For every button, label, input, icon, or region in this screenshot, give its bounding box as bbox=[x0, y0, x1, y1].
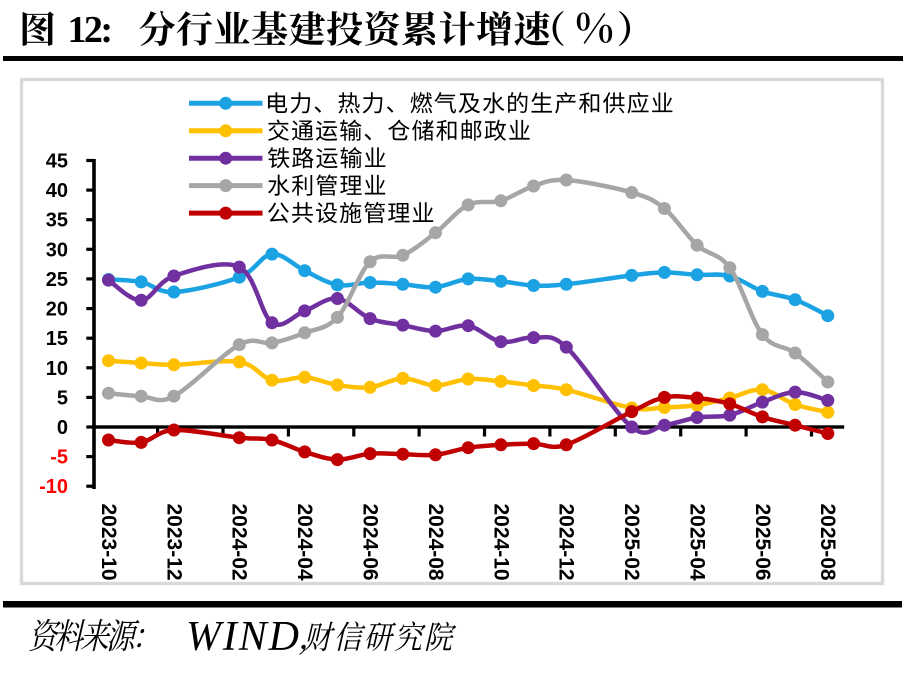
svg-text:2025-06: 2025-06 bbox=[751, 504, 774, 581]
svg-text:12:: 12: bbox=[68, 9, 114, 51]
svg-text:15: 15 bbox=[46, 328, 68, 350]
svg-text:2024-08: 2024-08 bbox=[424, 504, 447, 581]
svg-text:2024-12: 2024-12 bbox=[555, 504, 578, 581]
svg-text:2025-08: 2025-08 bbox=[816, 504, 839, 581]
svg-text:20: 20 bbox=[46, 299, 68, 321]
svg-text:2023-10: 2023-10 bbox=[97, 504, 120, 581]
svg-text:-5: -5 bbox=[50, 447, 68, 469]
svg-text:WIND: WIND bbox=[186, 614, 299, 660]
svg-text:2025-04: 2025-04 bbox=[686, 504, 709, 581]
svg-text:10: 10 bbox=[46, 358, 68, 380]
svg-text:35: 35 bbox=[46, 210, 68, 232]
svg-text:45: 45 bbox=[46, 151, 68, 173]
svg-text:2024-06: 2024-06 bbox=[359, 504, 382, 581]
svg-text:-10: -10 bbox=[39, 476, 68, 498]
svg-text:2024-04: 2024-04 bbox=[293, 504, 316, 581]
svg-text:2024-10: 2024-10 bbox=[489, 504, 512, 581]
svg-text:30: 30 bbox=[46, 239, 68, 261]
svg-text:40: 40 bbox=[46, 180, 68, 202]
svg-text:2025-02: 2025-02 bbox=[620, 504, 643, 581]
svg-text:5: 5 bbox=[57, 387, 68, 409]
svg-text:2023-12: 2023-12 bbox=[162, 504, 185, 581]
svg-text:2024-02: 2024-02 bbox=[228, 504, 251, 581]
svg-text:25: 25 bbox=[46, 269, 68, 291]
svg-text:0: 0 bbox=[57, 417, 68, 439]
